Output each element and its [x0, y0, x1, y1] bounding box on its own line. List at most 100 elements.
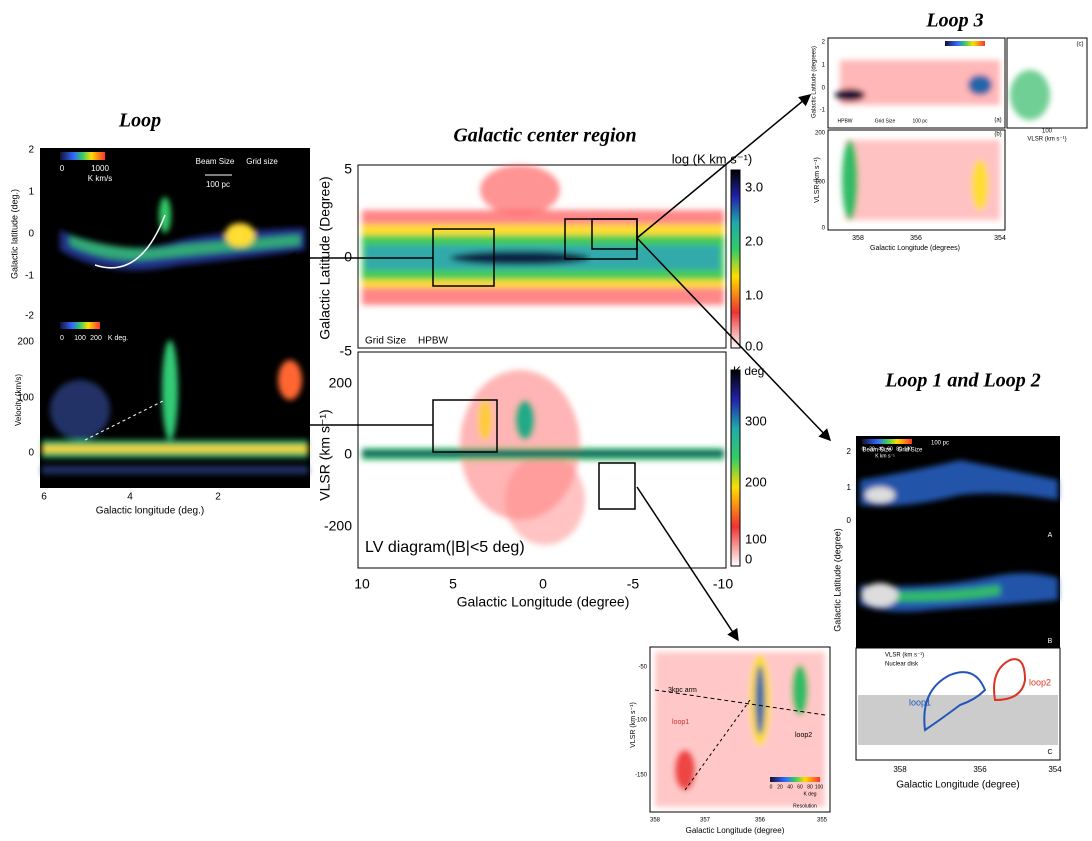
legend-label: VLSR (km s⁻¹) [885, 653, 924, 659]
colorbar-tick: 40 [787, 784, 793, 790]
note: Grid Size [365, 336, 407, 347]
x-tick-label: 356 [755, 818, 766, 824]
annotation: loop2 [795, 732, 812, 739]
x-tick-label: 358 [852, 235, 864, 242]
colorbar-unit: K km s⁻¹ [875, 453, 895, 459]
x-axis-label: Galactic Longitude (degree) [686, 826, 785, 835]
colorbar-title: K deg [733, 364, 764, 378]
x-axis-label: Galactic Longitude (degrees) [870, 245, 960, 252]
y-tick-label: -1 [820, 108, 826, 114]
x-tick-label: 354 [1048, 765, 1062, 774]
x-tick-label: 5 [449, 576, 457, 592]
note: HPBW [838, 118, 853, 124]
y-tick-label: -50 [638, 665, 647, 671]
x-tick-label: 6 [41, 492, 47, 503]
colorbar-tick: 1.0 [745, 287, 763, 302]
x-tick-label: 357 [700, 818, 711, 824]
y-axis-label: Galactic Latitude (degree) [832, 528, 842, 632]
colorbar-unit: K km/s [88, 174, 112, 183]
y-axis-label: Galactic Latitude (Degree) [317, 176, 333, 339]
x-tick-label: 356 [910, 235, 922, 242]
y-tick-label: 200 [329, 375, 353, 391]
legend-label: Nuclear disk [885, 662, 919, 668]
y-tick-label: 1 [822, 63, 826, 69]
y-tick-label: -200 [324, 518, 352, 534]
y-axis-label: VLSR (km s⁻¹) [630, 702, 637, 748]
y-tick-label: 5 [344, 161, 352, 177]
x-axis-label: VLSR (km s⁻¹) [1027, 137, 1066, 143]
loop-label: loop1 [909, 697, 931, 707]
colorbar-tick: 300 [745, 413, 767, 428]
y-tick-label: 1 [847, 483, 852, 492]
note: Grid Size [875, 118, 896, 124]
x-tick-label: 356 [973, 765, 987, 774]
note: Beam Size [196, 157, 235, 166]
y-axis-label: Velocity (km/s) [14, 374, 23, 426]
colorbar-tick: 200 [90, 335, 102, 342]
x-tick-label: 100 [1042, 129, 1053, 135]
colorbar-unit: K deg. [108, 335, 128, 342]
y-tick-label: 100 [815, 180, 826, 186]
colorbar-tick: 1000 [91, 164, 109, 173]
panel-label: (a) [994, 118, 1001, 124]
y-tick-label: -100 [635, 718, 648, 724]
colorbar-unit: K deg [803, 791, 816, 797]
panel-label: C [1047, 749, 1052, 756]
colorbar-tick: 0 [60, 164, 65, 173]
title: Loop 3 [925, 10, 983, 32]
colorbar-tick: 100 [74, 335, 86, 342]
x-tick-label: -10 [713, 576, 733, 592]
x-tick-label: 354 [994, 235, 1006, 242]
title: Loop 1 and Loop 2 [884, 370, 1041, 392]
annotation: LV diagram(|B|<5 deg) [365, 539, 525, 556]
y-tick-label: 0 [847, 516, 852, 525]
note: Resolution [793, 803, 817, 809]
x-tick-label: 358 [650, 818, 661, 824]
y-tick-label: 0 [28, 448, 34, 459]
x-axis-label: Galactic Longitude (degree) [896, 780, 1019, 791]
loop12-maps [856, 436, 1060, 760]
colorbar-tick: 80 [807, 784, 813, 790]
x-axis-label: Galactic longitude (deg.) [96, 506, 204, 517]
y-tick-label: -150 [635, 773, 648, 779]
title: Loop [118, 110, 161, 132]
x-tick-label: 355 [817, 818, 828, 824]
panel-label: (c) [1077, 42, 1084, 48]
colorbar-tick: 2.0 [745, 233, 763, 248]
x-tick-label: 0 [539, 576, 547, 592]
colorbar-tick: 0.0 [745, 338, 763, 353]
y-tick-label: 2 [28, 145, 34, 156]
y-tick-label: 2 [847, 447, 852, 456]
colorbar-tick: 60 [797, 784, 803, 790]
y-tick-label: 0 [344, 446, 352, 462]
loop-label: loop2 [1029, 677, 1051, 687]
y-tick-label: 2 [822, 40, 826, 46]
y-axis-label: Galactic Latitude (degrees) [812, 46, 818, 118]
y-tick-label: -5 [340, 343, 353, 359]
colorbar-tick: 80 [896, 446, 902, 452]
y-axis-label: Galactic latitude (deg.) [9, 189, 19, 279]
y-tick-label: 0 [822, 86, 826, 92]
x-axis-label: Galactic Longitude (degree) [457, 594, 630, 610]
colorbar-tick: 100 [745, 531, 767, 546]
note: 100 pc [912, 118, 928, 124]
colorbar-tick: 0 [862, 446, 865, 452]
figure: Loop Galactic center region Loop 3 Loop … [0, 0, 1092, 841]
note: 100 pc [931, 441, 949, 447]
y-tick-label: 200 [815, 131, 826, 137]
zoom-lv-map [650, 647, 830, 812]
y-tick-label: 0 [344, 249, 352, 265]
scale-bar-label: 100 pc [206, 180, 230, 189]
panel-label: (b) [994, 132, 1001, 138]
x-tick-label: 10 [354, 576, 370, 592]
x-tick-label: -5 [627, 576, 640, 592]
x-tick-label: 2 [215, 492, 221, 503]
colorbar-tick: 100 [815, 784, 824, 790]
colorbar-tick: 20 [777, 784, 783, 790]
colorbar-title: log (K km s⁻¹) [672, 151, 753, 166]
loop-maps [40, 148, 310, 488]
colorbar-tick: 200 [745, 474, 767, 489]
colorbar-tick: 100 [904, 446, 913, 452]
y-tick-label: -2 [25, 311, 34, 322]
y-tick-label: 200 [17, 337, 34, 348]
